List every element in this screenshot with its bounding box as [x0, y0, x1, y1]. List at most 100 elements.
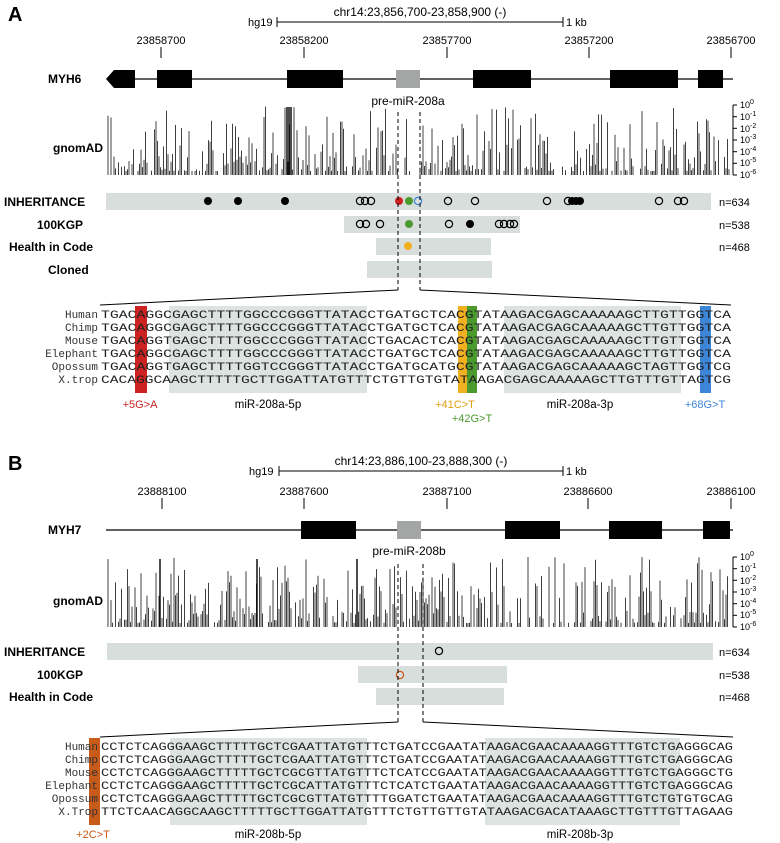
coord-tick: 23886600 — [564, 486, 613, 498]
coord-tick: 23858200 — [280, 35, 329, 47]
scale-label: 1 kb — [566, 466, 587, 478]
ytick: 100 — [740, 99, 754, 110]
variant-dot — [360, 196, 370, 206]
variant-column — [458, 306, 467, 393]
gene-label: MYH7 — [48, 523, 82, 537]
variant-dot-blue — [413, 196, 423, 206]
variant-dot — [509, 219, 519, 229]
species-label: X.trop — [58, 375, 98, 387]
gene-label: MYH6 — [48, 72, 82, 86]
track-label-100kgp: 100KGP — [37, 218, 83, 232]
mature-label: miR-208a-5p — [235, 399, 301, 411]
species-label: Opossum — [52, 794, 99, 806]
exon — [106, 70, 135, 88]
exon — [473, 70, 531, 88]
coord-tick: 23856700 — [707, 35, 756, 47]
coord-tick: 23886100 — [707, 486, 756, 498]
gnomad-label: gnomAD — [53, 594, 103, 608]
ytick-exp: -6 — [750, 621, 756, 628]
species-label: Elephant — [45, 349, 98, 361]
coord-tick: 23888100 — [138, 486, 187, 498]
sequence: CACAGGCAAGCTTTTTGCTTGGATTATGTTTCTGTTGTGT… — [101, 375, 731, 387]
variant-column — [467, 306, 477, 393]
variant-dot-green — [405, 220, 413, 228]
ytick: 10-2 — [740, 575, 756, 586]
track-label-health-in-code: Health in Code — [9, 690, 93, 704]
gene-model — [106, 70, 733, 88]
sequence: TGACAGGCGAGCTTTTGGCCCGGGTTATACCTGATGCTCA… — [101, 323, 731, 335]
region-label: chr14:23,856,700-23,858,900 (-) — [334, 5, 507, 19]
gnomad-label: gnomAD — [53, 141, 103, 155]
species-label: Elephant — [45, 781, 98, 793]
ytick: 10-6 — [740, 621, 756, 632]
sequence: CCTCTCAGGGAAGCTTTTTGCTCGAATTATGTTTCTGATC… — [101, 742, 733, 754]
assembly-label: hg19 — [249, 466, 273, 478]
coord-tick: 23858700 — [137, 35, 186, 47]
ytick: 10-6 — [740, 169, 756, 180]
sequence: CCTCTCAGGGAAGCTTTTTGCTCGCGTTATGTTTCTCATC… — [101, 768, 733, 780]
mature-label: miR-208a-3p — [547, 399, 613, 411]
premir-box — [396, 70, 420, 88]
variant-label-green: +42G>T — [452, 413, 493, 425]
coord-ticks: 23858700 23858200 23857700 23857200 2385… — [137, 35, 756, 58]
alignment-a: Human Chimp Mouse Elephant Opossum X.tro… — [45, 306, 731, 425]
variant-tracks: INHERITANCE n=634 100KGP n=538 Health in… — [4, 643, 750, 705]
variant-dot — [281, 197, 289, 205]
coord-ticks: 23888100 23887600 23887100 23886600 2388… — [138, 486, 756, 509]
track-n: n=634 — [719, 647, 750, 659]
panel-b: B hg19 chr14:23,886,100-23,888,300 (-) 1… — [4, 453, 756, 841]
ytick-exp: -2 — [750, 123, 756, 130]
track-n: n=468 — [719, 692, 750, 704]
ytick: 10-4 — [740, 598, 756, 609]
coord-tick: 23857700 — [423, 35, 472, 47]
gene-model — [106, 521, 733, 539]
species-label: Opossum — [52, 362, 99, 374]
mature-shade — [485, 738, 680, 825]
variant-column — [135, 306, 147, 393]
variant-dot-green — [405, 197, 413, 205]
variant-dot — [470, 196, 480, 206]
variant-dot — [234, 197, 242, 205]
species-label: Human — [65, 310, 98, 322]
coord-tick: 23857200 — [565, 35, 614, 47]
ytick-exp: -2 — [750, 575, 756, 582]
mature-shade — [504, 306, 681, 393]
variant-label-orange: +41C>T — [435, 399, 475, 411]
exon — [287, 70, 343, 88]
sequence: TGACAGGCGAGCTTTTGGCCCGGGTTATACCTGATGCTCA… — [101, 349, 731, 361]
ytick-exp: -4 — [750, 146, 756, 153]
variant-dot — [673, 196, 683, 206]
species-label: X.Trop — [58, 807, 98, 819]
species-label: Mouse — [65, 336, 98, 348]
track-bar — [344, 216, 520, 233]
ytick: 10-3 — [740, 134, 756, 145]
track-label-cloned: Cloned — [48, 263, 89, 277]
variant-dot — [361, 219, 371, 229]
variant-dot — [576, 197, 584, 205]
variant-dot-red — [395, 197, 403, 205]
sequence: TGACAGGTGAGCTTTTGGTCCGGGTTATACCTGATGCATG… — [101, 362, 731, 374]
variant-dot — [466, 220, 474, 228]
gnomad-axis: 100 10-1 10-2 10-3 10-4 10-5 10-6 — [732, 99, 756, 180]
track-bar — [107, 643, 713, 660]
mature-shade — [170, 738, 367, 825]
coord-tick: 23887100 — [423, 486, 472, 498]
track-bar — [376, 688, 504, 705]
variant-dot — [434, 646, 444, 656]
variant-dot — [505, 219, 515, 229]
ytick-exp: -3 — [750, 134, 756, 141]
panel-a: A hg19 chr14:23,856,700-23,858,900 (-) 1… — [4, 4, 756, 425]
mature-shade — [169, 306, 367, 393]
ytick: 10-1 — [740, 111, 756, 122]
species-label: Chimp — [65, 323, 98, 335]
sequence: TGACAGGCGAGCTTTTGGCCCGGGTTATACCTGATGCTCA… — [101, 310, 731, 322]
exon — [610, 70, 678, 88]
variant-dot — [542, 196, 552, 206]
sequence: TTCTCAACAGGCAAGCTTTTTGCTTGGATTATGTTTCTGT… — [101, 807, 733, 819]
ytick: 10-4 — [740, 146, 756, 157]
track-label-health-in-code: Health in Code — [9, 240, 93, 254]
premir-label: pre-miR-208b — [372, 544, 446, 558]
ytick-exp: -6 — [750, 169, 756, 176]
ytick-exp: -1 — [750, 111, 756, 118]
